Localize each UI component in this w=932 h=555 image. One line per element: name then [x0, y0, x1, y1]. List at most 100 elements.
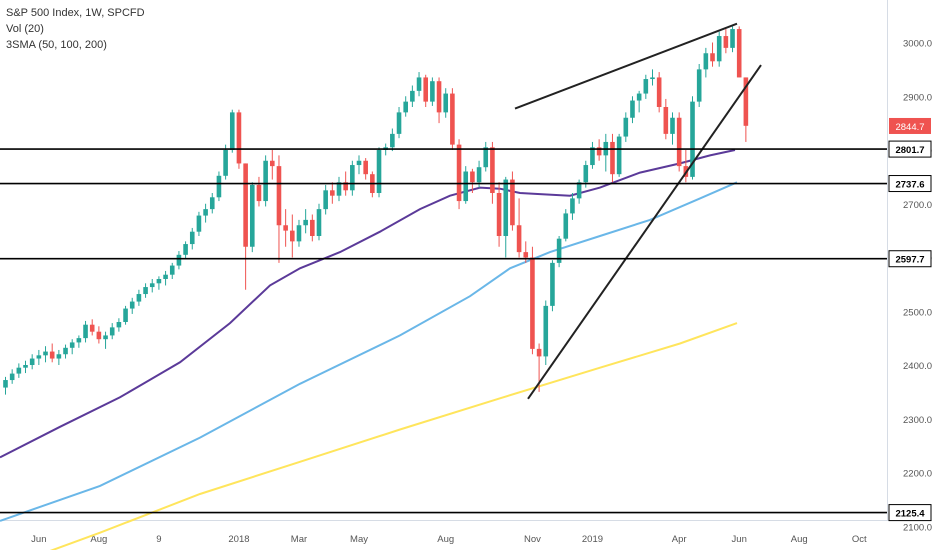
candle-body [650, 77, 655, 79]
candle-body [550, 263, 555, 306]
price-tick-label: 2700.0 [903, 200, 932, 211]
candle-body [97, 332, 102, 340]
candle [190, 228, 195, 250]
candle [710, 43, 715, 67]
candle-body [543, 306, 548, 357]
candle-body [310, 220, 315, 236]
trendline [528, 65, 761, 399]
candle [237, 110, 242, 169]
candle [637, 91, 642, 113]
candle-body [644, 79, 649, 94]
candle-body [37, 355, 42, 358]
price-tick-label: 2500.0 [903, 307, 932, 318]
sma200-line [0, 323, 737, 550]
time-tick-label: Nov [524, 534, 541, 545]
candle-body [43, 352, 48, 356]
candle [717, 32, 722, 67]
candle-body [163, 275, 168, 279]
candle [630, 96, 635, 123]
candle-body [183, 244, 188, 255]
candle [684, 150, 689, 182]
candle-body [263, 161, 268, 201]
candle [63, 345, 68, 359]
candle-body [403, 102, 408, 113]
candle [17, 363, 22, 378]
candle [550, 260, 555, 311]
chart-legend: S&P 500 Index, 1W, SPCFD Vol (20) 3SMA (… [6, 5, 145, 53]
candle [450, 88, 455, 150]
candle [590, 142, 595, 169]
candle-body [197, 216, 202, 232]
candle [357, 155, 362, 174]
candle [337, 177, 342, 201]
candle-body [17, 368, 22, 374]
price-tick-label: 2200.0 [903, 469, 932, 480]
candle [530, 247, 535, 355]
candle-body [677, 118, 682, 166]
candle-body [177, 255, 182, 266]
time-tick-label: Jun [31, 534, 46, 545]
candle [490, 142, 495, 204]
candle [110, 323, 115, 339]
candle [137, 290, 142, 306]
candle-body [190, 232, 195, 244]
candle [543, 301, 548, 366]
candle-body [143, 287, 148, 294]
candle [30, 354, 35, 369]
price-tick-label: 2300.0 [903, 415, 932, 426]
candle [10, 369, 15, 384]
candle [417, 72, 422, 96]
candle-body [110, 327, 115, 335]
candle-body [637, 94, 642, 101]
candle [410, 86, 415, 108]
candle [363, 158, 368, 180]
candle [497, 182, 502, 247]
candle-body [270, 161, 275, 166]
candle-body [430, 81, 435, 101]
candle [103, 332, 108, 349]
candle-body [563, 213, 568, 238]
candle [610, 134, 615, 182]
candle-body [390, 134, 395, 147]
candle [670, 112, 675, 144]
candle-body [450, 94, 455, 145]
candle-body [710, 53, 715, 61]
candle [317, 204, 322, 241]
candle-body [657, 77, 662, 107]
candle [50, 344, 55, 363]
moving-averages [0, 150, 737, 550]
candle [123, 306, 128, 325]
candle [297, 220, 302, 247]
time-tick-label: Mar [291, 534, 307, 545]
candle [657, 72, 662, 112]
time-tick-label: Oct [852, 534, 867, 545]
candle-body [457, 145, 462, 201]
candle-body [117, 322, 122, 327]
candle-body [704, 53, 709, 69]
trendlines [515, 24, 761, 399]
candle-body [23, 365, 28, 368]
candle-body [250, 185, 255, 247]
sma50-line [0, 150, 735, 457]
candle [644, 75, 649, 99]
candle-body [70, 342, 75, 347]
candle [624, 112, 629, 142]
candle-body [497, 193, 502, 236]
candle [323, 185, 328, 215]
candle [403, 96, 408, 116]
candle [23, 361, 28, 373]
candle [677, 112, 682, 171]
time-tick-label: May [350, 534, 368, 545]
candle-body [697, 69, 702, 101]
candle [263, 155, 268, 206]
candle-body [257, 185, 262, 201]
candle-body [137, 294, 142, 302]
candle [697, 64, 702, 107]
candle [57, 350, 62, 365]
candle-body [577, 182, 582, 198]
candle [310, 215, 315, 242]
candle [170, 263, 175, 279]
candle [203, 204, 208, 223]
